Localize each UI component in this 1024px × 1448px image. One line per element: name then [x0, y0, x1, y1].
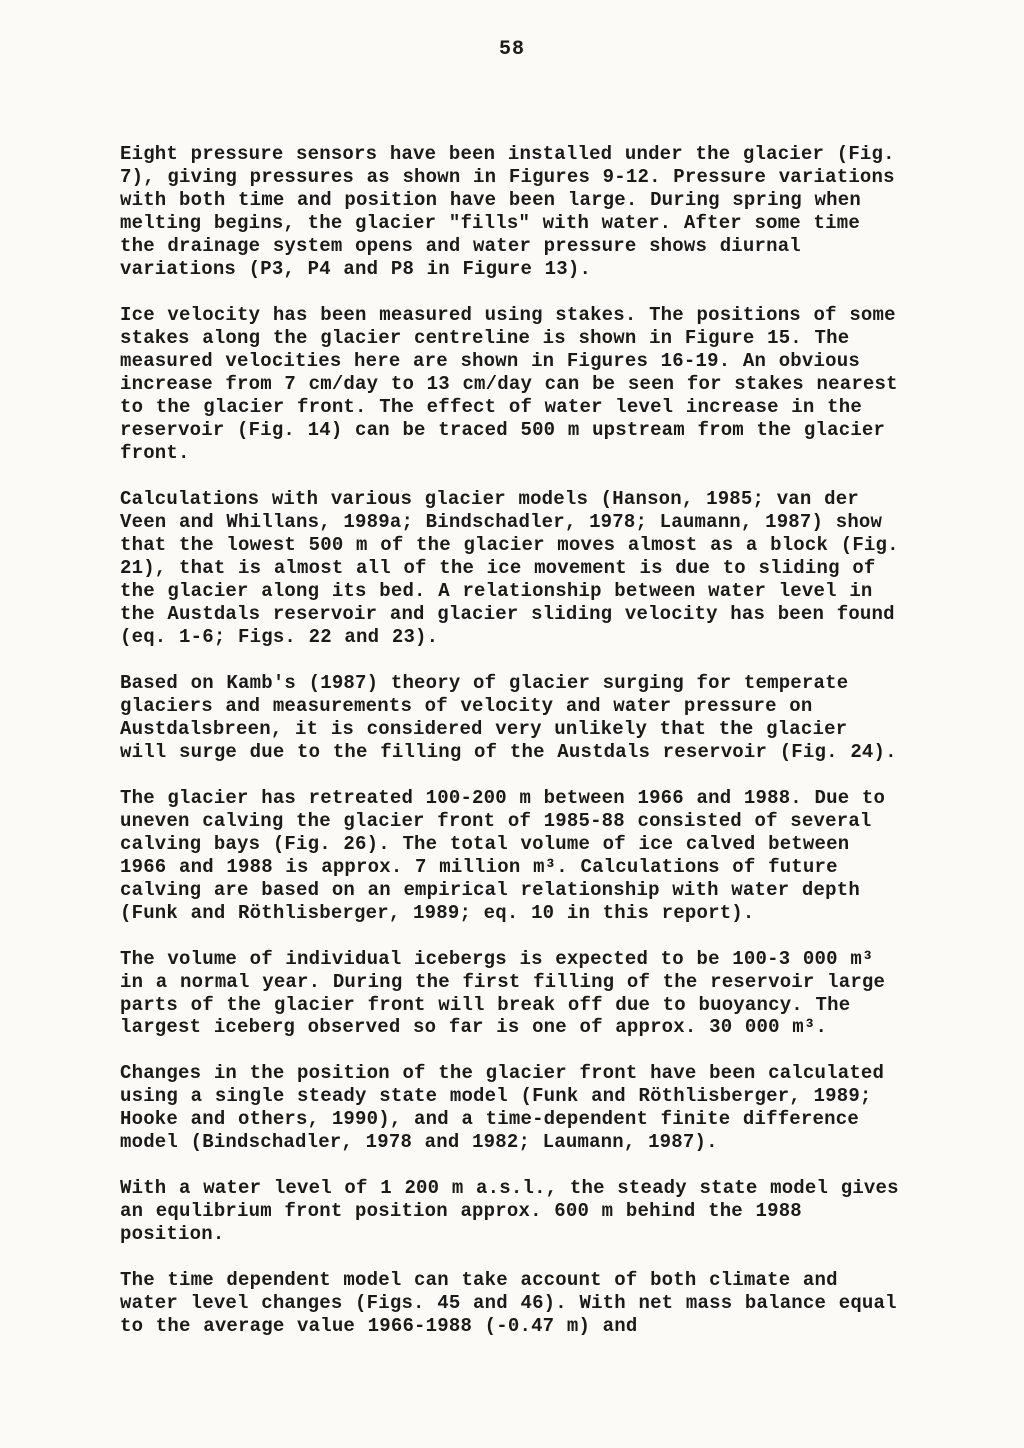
body-paragraph: Changes in the position of the glacier f… [120, 1062, 904, 1154]
body-paragraph: Based on Kamb's (1987) theory of glacier… [120, 672, 904, 764]
document-page: 58 Eight pressure sensors have been inst… [0, 0, 1024, 1448]
body-paragraph: Calculations with various glacier models… [120, 488, 904, 649]
body-paragraph: The volume of individual icebergs is exp… [120, 948, 904, 1040]
body-paragraph: The time dependent model can take accoun… [120, 1269, 904, 1338]
page-number: 58 [120, 38, 904, 61]
body-paragraph: Ice velocity has been measured using sta… [120, 304, 904, 465]
body-paragraph: Eight pressure sensors have been install… [120, 143, 904, 281]
body-paragraph: The glacier has retreated 100-200 m betw… [120, 787, 904, 925]
body-paragraph: With a water level of 1 200 m a.s.l., th… [120, 1177, 904, 1246]
